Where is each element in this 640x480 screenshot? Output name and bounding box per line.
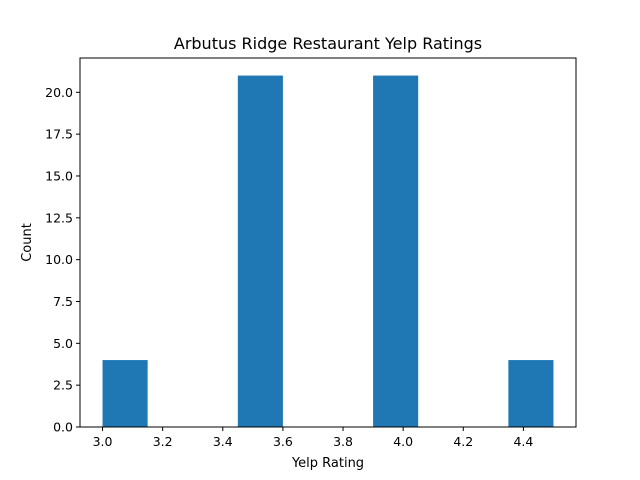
plot-frame (79, 57, 577, 428)
x-tick-label-5: 4.0 (393, 434, 413, 449)
y-tick-label-2: 5.0 (53, 336, 73, 351)
y-axis-label: Count (20, 223, 35, 262)
histogram-bar-6 (373, 75, 419, 428)
x-axis-ticks: 3.0 3.2 3.4 3.6 3.8 4.0 4.2 4.4 (93, 427, 533, 449)
x-tick-label-7: 4.4 (513, 434, 533, 449)
chart-title: Arbutus Ridge Restaurant Yelp Ratings (174, 34, 482, 53)
y-tick-label-5: 12.5 (45, 210, 73, 225)
x-tick-label-0: 3.0 (93, 434, 113, 449)
x-tick-label-3: 3.6 (273, 434, 293, 449)
histogram-bar-9 (508, 360, 554, 427)
histogram-bar-0 (102, 360, 148, 427)
y-tick-label-0: 0.0 (53, 420, 73, 435)
x-axis-label: Yelp Rating (291, 456, 364, 471)
y-axis-ticks: 0.0 2.5 5.0 7.5 10.0 12.5 15.0 17.5 20.0 (45, 85, 80, 435)
y-tick-label-3: 7.5 (53, 294, 73, 309)
y-tick-label-6: 15.0 (45, 168, 73, 183)
y-tick-label-1: 2.5 (53, 378, 73, 393)
x-tick-label-4: 3.8 (333, 434, 353, 449)
y-tick-label-7: 17.5 (45, 127, 73, 142)
x-tick-label-6: 4.2 (453, 434, 473, 449)
histogram-bar-3 (237, 75, 283, 428)
bars-group (102, 75, 554, 428)
y-tick-label-8: 20.0 (45, 85, 73, 100)
y-tick-label-4: 10.0 (45, 252, 73, 267)
x-tick-label-2: 3.4 (213, 434, 233, 449)
x-tick-label-1: 3.2 (153, 434, 173, 449)
